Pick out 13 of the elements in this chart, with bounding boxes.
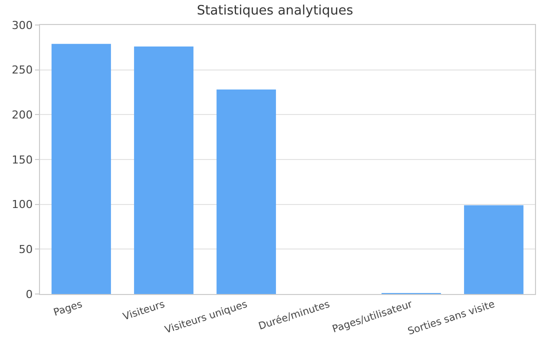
bar bbox=[134, 46, 194, 294]
y-tick-label: 100 bbox=[12, 198, 33, 212]
y-tick-label: 50 bbox=[18, 243, 33, 256]
y-tick-label: 250 bbox=[12, 64, 33, 77]
bar bbox=[216, 90, 276, 294]
y-tick-label: 300 bbox=[12, 18, 33, 32]
x-tick-label: Pages bbox=[52, 299, 84, 319]
chart-title: Statistiques analytiques bbox=[196, 3, 354, 18]
bar bbox=[464, 205, 524, 294]
y-tick-label: 200 bbox=[12, 108, 33, 122]
bar bbox=[52, 44, 111, 294]
y-tick-label: 0 bbox=[26, 288, 33, 301]
y-tick-label: 150 bbox=[12, 153, 33, 166]
